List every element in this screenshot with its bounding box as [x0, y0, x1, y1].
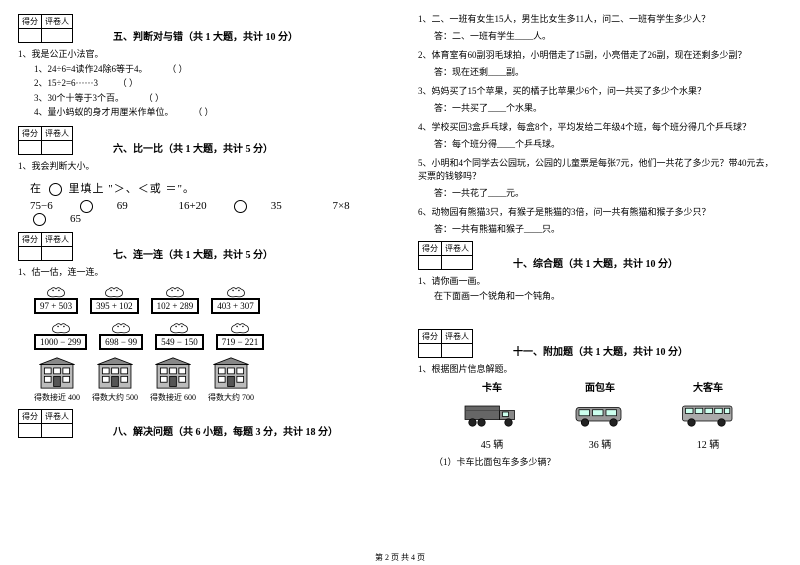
- pigeon-item: 549 − 150: [155, 320, 204, 350]
- section-10-title: 十、综合题（共 1 大题，共计 10 分）: [513, 255, 678, 270]
- q5-item-4: 4、量小蚂蚁的身才用厘米作单位。（ ）: [34, 105, 382, 119]
- pigeon-item: 698 − 99: [99, 320, 143, 350]
- house-item: 得数大约 500: [92, 356, 138, 403]
- house-item: 得数大约 700: [208, 356, 254, 403]
- question-2: 2、体育室有60副羽毛球拍，小明借走了15副，小亮借走了26副，现在还剩多少副？…: [418, 48, 782, 78]
- score-box-5: 得分 评卷人 五、判断对与错（共 1 大题，共计 10 分）: [18, 14, 382, 43]
- pigeon-item: 97 + 503: [34, 284, 78, 314]
- pigeon-item: 395 + 102: [90, 284, 139, 314]
- question-1: 1、二、一班有女生15人，男生比女生多11人，问二、一班有学生多少人？ 答：二、…: [418, 12, 782, 42]
- score-box-11: 得分评卷人 十一、附加题（共 1 大题，共计 10 分）: [418, 329, 782, 358]
- section-7-title: 七、连一连（共 1 大题，共计 5 分）: [113, 246, 273, 261]
- q6-root: 1、我会判断大小。: [18, 159, 382, 172]
- score-box-7: 得分评卷人 七、连一连（共 1 大题，共计 5 分）: [18, 232, 382, 261]
- compare-items: 75−669 16+2035 7×865: [30, 200, 382, 226]
- house-icon: [36, 356, 78, 390]
- bus-icon: [678, 398, 738, 432]
- pigeon-item: 102 + 289: [151, 284, 200, 314]
- section-5-title: 五、判断对与错（共 1 大题，共计 10 分）: [113, 28, 298, 43]
- circle-icon: [33, 213, 46, 226]
- circle-icon: [49, 183, 62, 196]
- pigeon-item: 719 − 221: [216, 320, 265, 350]
- house-item: 得数接近 600: [150, 356, 196, 403]
- pigeon-row-1: 97 + 503 395 + 102 102 + 289 403 + 307: [34, 284, 382, 314]
- question-3: 3、妈妈买了15个苹果，买的橘子比苹果少6个，问一共买了多少个水果？ 答：一共买…: [418, 84, 782, 114]
- vehicle-truck: 卡车 45 辆: [462, 379, 522, 451]
- compare-instruction: 在 里填上 "＞、＜或 ＝"。: [30, 180, 382, 196]
- truck-icon: [462, 398, 522, 432]
- drawing-space: [418, 303, 782, 323]
- vehicle-bus: 大客车 12 辆: [678, 379, 738, 451]
- vehicle-row: 卡车 45 辆 面包车 36 辆 大客车 12 辆: [438, 379, 762, 451]
- q10-root: 1、请你画一画。: [418, 274, 782, 287]
- page-footer: 第 2 页 共 4 页: [0, 552, 800, 563]
- score-box-10: 得分评卷人 十、综合题（共 1 大题，共计 10 分）: [418, 241, 782, 270]
- question-5: 5、小明和4个同学去公园玩，公园的儿童票是每张7元，他们一共花了多少元？带40元…: [418, 156, 782, 199]
- score-blank: [19, 29, 42, 43]
- van-icon: [570, 398, 630, 432]
- q5-item-2: 2、15÷2=6······3（ ）: [34, 76, 382, 90]
- question-6: 6、动物园有熊猫3只，有猴子是熊猫的3倍，问一共有熊猫和猴子多少只？ 答：一共有…: [418, 205, 782, 235]
- grader-blank: [42, 29, 73, 43]
- grader-header: 评卷人: [42, 15, 73, 29]
- pigeon-item: 403 + 307: [211, 284, 260, 314]
- score-header: 得分: [19, 15, 42, 29]
- house-icon: [210, 356, 252, 390]
- house-icon: [152, 356, 194, 390]
- section-11-title: 十一、附加题（共 1 大题，共计 10 分）: [513, 343, 688, 358]
- house-icon: [94, 356, 136, 390]
- left-column: 得分 评卷人 五、判断对与错（共 1 大题，共计 10 分） 1、我是公正小法官…: [0, 0, 400, 565]
- q10-sub: 在下面画一个锐角和一个钝角。: [434, 289, 782, 303]
- vehicle-van: 面包车 36 辆: [570, 379, 630, 451]
- q11-sub: （1）卡车比面包车多多少辆？: [434, 455, 782, 469]
- circle-icon: [234, 200, 247, 213]
- pigeon-row-2: 1000 − 299 698 − 99 549 − 150 719 − 221: [34, 320, 382, 350]
- pigeon-item: 1000 − 299: [34, 320, 87, 350]
- q5-item-3: 3、30个十等于3个百。（ ）: [34, 91, 382, 105]
- circle-icon: [80, 200, 93, 213]
- q5-item-1: 1、24÷6=4读作24除6等于4。（ ）: [34, 62, 382, 76]
- section-6-title: 六、比一比（共 1 大题，共计 5 分）: [113, 140, 273, 155]
- q11-root: 1、根据图片信息解题。: [418, 362, 782, 375]
- section-8-title: 八、解决问题（共 6 小题，每题 3 分，共计 18 分）: [113, 423, 338, 438]
- q5-root: 1、我是公正小法官。: [18, 47, 382, 60]
- q7-root: 1、估一估，连一连。: [18, 265, 382, 278]
- score-box-8: 得分评卷人 八、解决问题（共 6 小题，每题 3 分，共计 18 分）: [18, 409, 382, 438]
- score-box-6: 得分评卷人 六、比一比（共 1 大题，共计 5 分）: [18, 126, 382, 155]
- right-column: 1、二、一班有女生15人，男生比女生多11人，问二、一班有学生多少人？ 答：二、…: [400, 0, 800, 565]
- house-row: 得数接近 400 得数大约 500 得数接近 600 得数大约 700: [34, 356, 382, 403]
- question-4: 4、学校买回3盒乒乓球，每盒8个，平均发给二年级4个班，每个班分得几个乒乓球？ …: [418, 120, 782, 150]
- house-item: 得数接近 400: [34, 356, 80, 403]
